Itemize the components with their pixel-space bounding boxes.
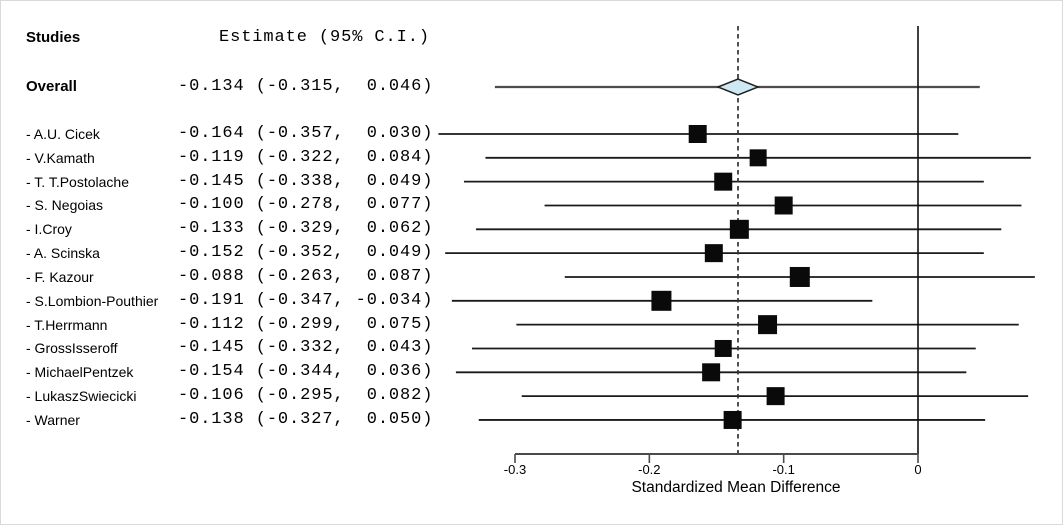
study-row-a-scinska-estimate: -0.152 (-0.352, 0.049) (178, 243, 434, 263)
effect-square-a-scinska (704, 244, 723, 263)
effect-square-v-kamath (749, 149, 767, 167)
study-row-t-herrmann: - T.Herrmann -0.112 (-0.299, 0.075) (1, 315, 461, 335)
study-row-s-negoias-estimate: -0.100 (-0.278, 0.077) (178, 195, 434, 215)
effect-square-lukaszswiecicki (766, 387, 785, 406)
study-row-lukaszswiecicki: - LukaszSwiecicki -0.106 (-0.295, 0.082) (1, 386, 461, 406)
effect-square-a-u-cicek (688, 125, 707, 143)
study-row-f-kazour-estimate: -0.088 (-0.263, 0.087) (178, 266, 434, 286)
effect-square-michaelpentzek (702, 363, 721, 382)
study-row-warner-label: - Warner (26, 411, 80, 428)
study-row-grossisseroff-estimate: -0.145 (-0.332, 0.043) (178, 338, 434, 358)
x-axis-tick-label-0: 0 (914, 462, 921, 477)
study-row-grossisseroff: - GrossIsseroff -0.145 (-0.332, 0.043) (1, 338, 461, 358)
study-row-v-kamath-label: - V.Kamath (26, 149, 95, 166)
study-row-t-t-postolache-label: - T. T.Postolache (26, 173, 129, 190)
studies-column-header: Studies (26, 29, 81, 46)
column-header-row: Studies Estimate (95% C.I.) (1, 28, 461, 48)
effect-square-t-t-postolache (714, 172, 733, 191)
study-row-a-scinska-label: - A. Scinska (26, 245, 100, 262)
study-row-i-croy-label: - I.Croy (26, 221, 72, 238)
study-row-lukaszswiecicki-label: - LukaszSwiecicki (26, 388, 137, 405)
x-axis-tick-label--0p3: -0.3 (504, 462, 526, 477)
study-row-s-lombion-pouthier-label: - S.Lombion-Pouthier (26, 292, 159, 309)
study-row-t-t-postolache: - T. T.Postolache -0.145 (-0.338, 0.049) (1, 172, 461, 192)
study-row-v-kamath: - V.Kamath -0.119 (-0.322, 0.084) (1, 148, 461, 168)
effect-square-s-negoias (774, 196, 793, 215)
overall-row-label: Overall (26, 78, 77, 95)
x-axis-title: Standardized Mean Difference (631, 479, 840, 496)
study-row-t-t-postolache-estimate: -0.145 (-0.338, 0.049) (178, 171, 434, 191)
study-row-s-lombion-pouthier: - S.Lombion-Pouthier -0.191 (-0.347, -0.0… (1, 291, 461, 311)
x-axis-tick-label--0p1: -0.1 (772, 462, 794, 477)
study-row-warner: - Warner -0.138 (-0.327, 0.050) (1, 410, 461, 430)
study-row-a-u-cicek-label: - A.U. Cicek (26, 126, 100, 142)
x-axis-tick-label--0p2: -0.2 (638, 462, 660, 477)
effect-square-t-herrmann (758, 315, 778, 335)
study-row-s-negoias: - S. Negoias -0.100 (-0.278, 0.077) (1, 195, 461, 215)
study-row-a-u-cicek: - A.U. Cicek -0.164 (-0.357, 0.030) (1, 124, 461, 144)
effect-square-f-kazour (789, 266, 810, 287)
study-row-grossisseroff-label: - GrossIsseroff (26, 340, 118, 357)
overall-row: Overall -0.134 (-0.315, 0.046) (1, 77, 461, 97)
study-row-t-herrmann-label: - T.Herrmann (26, 316, 108, 333)
study-row-a-u-cicek-estimate: -0.164 (-0.357, 0.030) (178, 124, 434, 143)
study-row-lukaszswiecicki-estimate: -0.106 (-0.295, 0.082) (178, 386, 434, 406)
effect-square-grossisseroff (714, 339, 732, 357)
study-row-warner-estimate: -0.138 (-0.327, 0.050) (178, 409, 434, 429)
effect-square-i-croy (729, 219, 749, 239)
study-row-f-kazour-label: - F. Kazour (26, 268, 94, 285)
study-row-i-croy-estimate: -0.133 (-0.329, 0.062) (178, 219, 434, 239)
study-row-s-negoias-label: - S. Negoias (26, 197, 104, 214)
estimate-column-header: Estimate (95% C.I.) (219, 28, 430, 47)
study-row-f-kazour: - F. Kazour -0.088 (-0.263, 0.087) (1, 267, 461, 287)
overall-diamond (715, 78, 761, 96)
study-row-s-lombion-pouthier-estimate: -0.191 (-0.347, -0.034) (178, 290, 434, 310)
study-row-michaelpentzek-label: - MichaelPentzek (26, 364, 134, 381)
study-row-michaelpentzek: - MichaelPentzek -0.154 (-0.344, 0.036) (1, 362, 461, 382)
study-row-i-croy: - I.Croy -0.133 (-0.329, 0.062) (1, 219, 461, 239)
overall-row-estimate: -0.134 (-0.315, 0.046) (178, 77, 434, 96)
effect-square-s-lombion-pouthier (651, 290, 672, 311)
effect-square-warner (723, 410, 742, 429)
study-row-michaelpentzek-estimate: -0.154 (-0.344, 0.036) (178, 362, 434, 382)
study-row-t-herrmann-estimate: -0.112 (-0.299, 0.075) (178, 314, 434, 334)
study-row-v-kamath-estimate: -0.119 (-0.322, 0.084) (178, 147, 434, 167)
study-row-a-scinska: - A. Scinska -0.152 (-0.352, 0.049) (1, 243, 461, 263)
